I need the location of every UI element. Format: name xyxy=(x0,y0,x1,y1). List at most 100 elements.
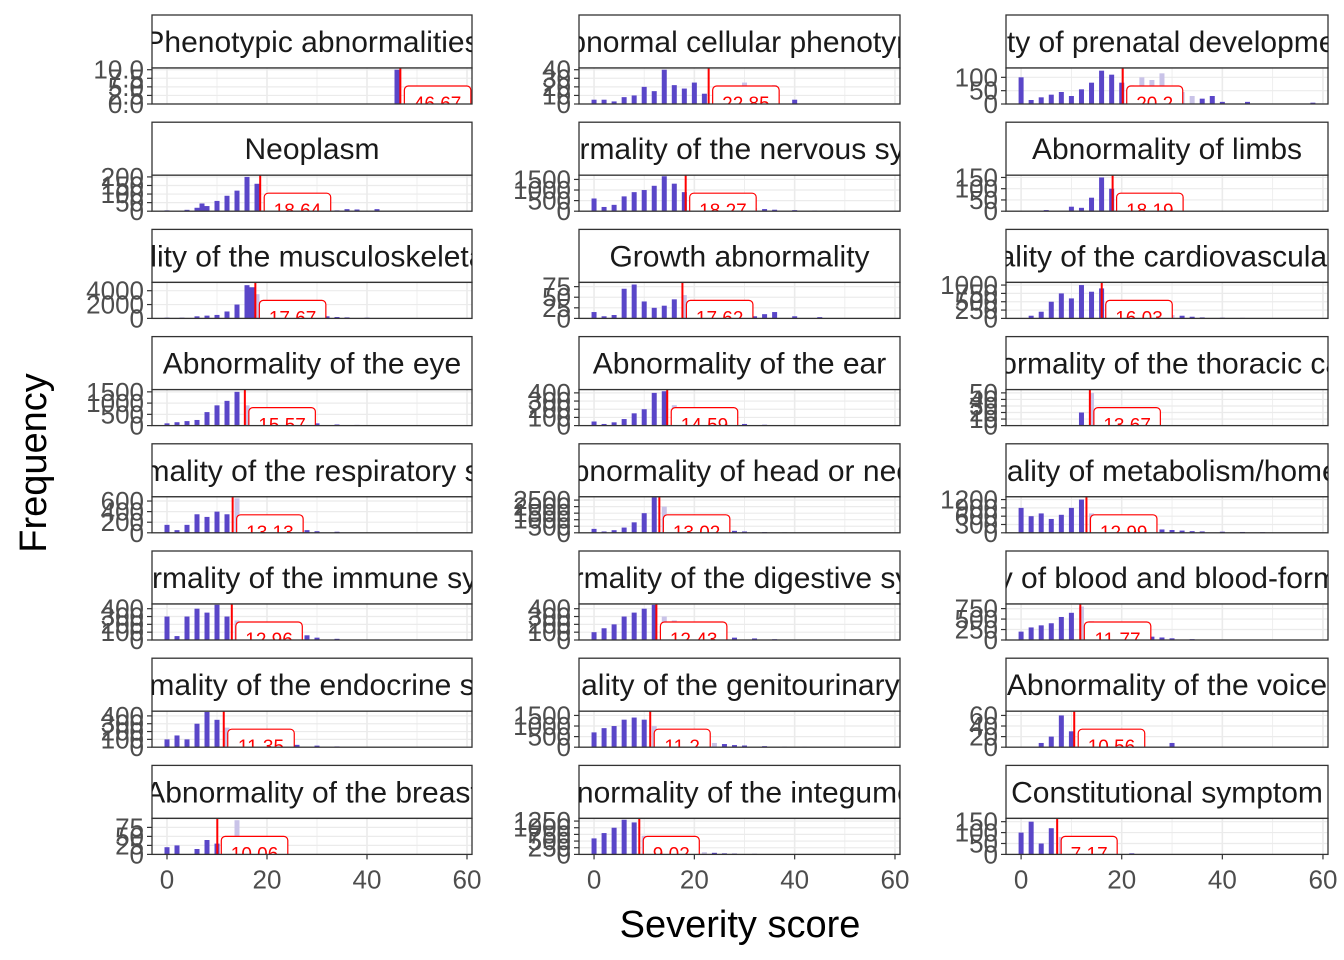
panel-border xyxy=(1005,710,1329,748)
y-tick-label: 60 xyxy=(969,700,998,730)
mean-label-box xyxy=(662,514,731,533)
panel-border xyxy=(151,388,473,427)
y-tick-label: 100 xyxy=(101,179,144,209)
y-tick-label: 0 xyxy=(130,518,144,548)
y-tick-label: 1250 xyxy=(513,806,571,836)
histogram-bar xyxy=(1209,96,1215,104)
y-tick-label: 50 xyxy=(969,378,998,408)
histogram-bar xyxy=(701,852,707,855)
histogram-bar xyxy=(234,304,240,319)
histogram-bar xyxy=(314,423,320,426)
y-tick-label: 400 xyxy=(101,594,144,624)
histogram-bar xyxy=(792,99,798,104)
y-tick-label: 1500 xyxy=(513,164,571,194)
histogram-bar xyxy=(1018,631,1024,640)
mean-label: 11.35 xyxy=(238,737,284,758)
histogram-bar xyxy=(344,209,350,212)
facet-title: Constitutional symptom xyxy=(1011,776,1323,809)
histogram-bar xyxy=(1068,298,1074,319)
histogram-bar xyxy=(1089,291,1095,319)
histogram-bar xyxy=(214,719,220,748)
plot-area xyxy=(152,496,472,533)
mean-label: 13.13 xyxy=(246,523,294,544)
mean-label: 18.27 xyxy=(699,201,747,222)
histogram-bar xyxy=(324,316,330,319)
y-tick-label: 40 xyxy=(969,384,998,414)
y-tick-label: 750 xyxy=(528,819,571,849)
histogram-bar xyxy=(1028,100,1034,104)
histogram-bar xyxy=(214,200,220,212)
y-tick-label: 0 xyxy=(557,839,571,869)
histogram-bar xyxy=(164,524,170,533)
y-tick-label: 10 xyxy=(542,80,571,110)
y-tick-label: 1500 xyxy=(513,700,571,730)
histogram-bar xyxy=(174,422,180,426)
histogram-bar xyxy=(641,190,647,212)
mean-label-box xyxy=(227,728,295,748)
facet-strip xyxy=(578,550,901,605)
plot-content: 18.64 xyxy=(152,175,472,212)
facet-strip xyxy=(151,14,473,69)
histogram-bar xyxy=(224,616,230,640)
histogram-bar xyxy=(214,405,220,426)
plot-content: 20.2 xyxy=(1006,68,1328,104)
x-tick-label: 20 xyxy=(253,864,282,894)
histogram-bar xyxy=(1159,529,1165,533)
histogram-bar xyxy=(1310,102,1316,104)
histogram-bar xyxy=(631,284,637,319)
plot-content: 16.03 xyxy=(1006,282,1328,319)
y-tick-label: 100 xyxy=(101,617,144,647)
histogram-bar xyxy=(651,392,657,426)
panel-border xyxy=(151,174,473,212)
panel-border xyxy=(578,710,901,748)
histogram-bar xyxy=(601,728,607,748)
histogram-bar xyxy=(611,827,617,855)
x-axis-title: Severity score xyxy=(620,904,861,946)
mean-label-box xyxy=(642,835,700,855)
facet-panel: Abnormality of the immune system 12.96 010… xyxy=(101,550,473,655)
x-tick-label: 60 xyxy=(1309,864,1338,894)
plot-content: 9.02 xyxy=(579,818,900,855)
histogram-bar xyxy=(1028,516,1034,533)
histogram-bar xyxy=(244,285,250,319)
mean-label-box xyxy=(1083,621,1152,640)
histogram-bar xyxy=(601,99,607,104)
histogram-bar xyxy=(762,314,768,319)
histogram-bar xyxy=(164,739,170,748)
facet-title: Abnormality of the digestive system xyxy=(504,562,976,595)
histogram-bar xyxy=(661,391,667,426)
histogram-bar xyxy=(651,604,657,640)
histogram-bar xyxy=(304,635,310,640)
panel-border xyxy=(578,603,901,641)
plot-content: 12.96 xyxy=(152,604,472,640)
panel-border xyxy=(578,496,901,534)
histogram-bar xyxy=(1038,625,1044,640)
y-tick-label: 0 xyxy=(984,303,998,333)
histogram-bar xyxy=(621,288,627,319)
histogram-bar xyxy=(591,99,597,104)
facet-title: Abnormality of the voice xyxy=(1007,669,1327,702)
histogram-bar xyxy=(651,185,657,212)
histogram-bar xyxy=(691,82,697,104)
histogram-bar xyxy=(681,88,687,104)
y-tick-label: 100 xyxy=(528,617,571,647)
y-tick-label: 0 xyxy=(130,303,144,333)
y-tick-label: 500 xyxy=(528,826,571,856)
histogram-bar xyxy=(194,723,200,748)
facet-panel: Abnormality of the respiratory system 13.… xyxy=(101,443,473,548)
panel-border xyxy=(578,174,901,212)
histogram-bar xyxy=(631,822,637,855)
histogram-bar xyxy=(234,498,240,533)
histogram-bar xyxy=(1048,623,1054,640)
histogram-bar xyxy=(792,316,798,319)
y-tick-label: 0 xyxy=(130,625,144,655)
y-tick-label: 750 xyxy=(955,594,998,624)
facet-panel: Phenotypic abnormalities 46.67 0.02.55.07.… xyxy=(93,14,473,119)
plot-content: 12.43 xyxy=(579,604,900,640)
histogram-bar xyxy=(1048,301,1054,319)
histogram-bar xyxy=(641,719,647,748)
plot-content: 14.59 xyxy=(579,389,900,426)
